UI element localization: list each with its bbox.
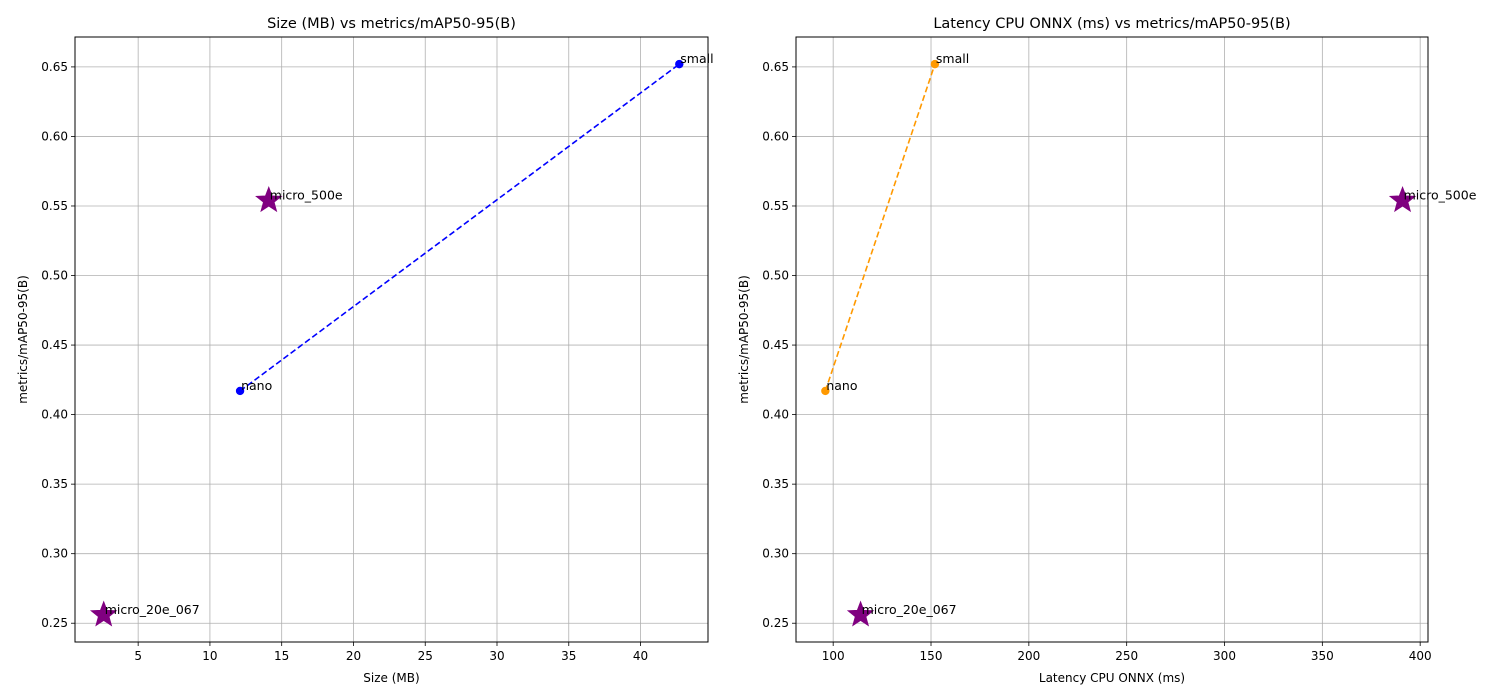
data-point-label: nano xyxy=(241,378,272,393)
y-tick-label: 0.55 xyxy=(41,199,68,213)
x-tick-label: 250 xyxy=(1115,649,1138,663)
y-tick-label: 0.65 xyxy=(41,60,68,74)
y-tick-label: 0.30 xyxy=(41,547,68,561)
x-tick-label: 400 xyxy=(1409,649,1432,663)
chart-2: 100 150 200 250 300 350 400 0.25 0.30 0.35 0.40 0.4… xyxy=(737,16,1477,685)
y-tick-label: 0.45 xyxy=(41,338,68,352)
y-tick-label: 0.30 xyxy=(762,547,789,561)
chart-1: 5 10 15 20 25 30 35 40 0.25 0.30 0.35 0.40 0.45 0.50 0… xyxy=(16,16,714,685)
y-axis-label: metrics/mAP50-95(B) xyxy=(737,275,751,404)
y-tick-label: 0.40 xyxy=(41,408,68,422)
x-tick-label: 5 xyxy=(134,649,142,663)
x-tick-label: 20 xyxy=(346,649,361,663)
x-tick-label: 30 xyxy=(489,649,504,663)
x-tick-label: 200 xyxy=(1017,649,1040,663)
plot-area xyxy=(75,37,708,642)
data-point-label: nano xyxy=(826,378,857,393)
x-tick-label: 350 xyxy=(1311,649,1334,663)
series-line xyxy=(824,63,936,392)
y-tick-label: 0.40 xyxy=(762,408,789,422)
y-tick-label: 0.35 xyxy=(41,477,68,491)
y-tick-label: 0.25 xyxy=(41,616,68,630)
series-line xyxy=(239,63,680,392)
data-point-label: small xyxy=(680,51,713,66)
star-marker xyxy=(846,600,875,627)
x-tick-label: 15 xyxy=(274,649,289,663)
star-point-label: micro_20e_067 xyxy=(862,602,957,617)
x-tick-label: 300 xyxy=(1213,649,1236,663)
data-point-label: small xyxy=(936,51,969,66)
plot-area xyxy=(796,37,1428,642)
star-marker xyxy=(255,186,283,213)
y-tick-label: 0.45 xyxy=(762,338,789,352)
star-marker xyxy=(1388,186,1417,213)
y-tick-label: 0.60 xyxy=(41,129,68,143)
chart-title: Latency CPU ONNX (ms) vs metrics/mAP50-9… xyxy=(933,16,1290,32)
data-point xyxy=(675,59,684,69)
y-tick-label: 0.65 xyxy=(762,60,789,74)
x-axis-label: Size (MB) xyxy=(363,671,419,685)
star-marker xyxy=(89,600,118,627)
y-tick-label: 0.50 xyxy=(762,269,789,283)
data-point xyxy=(930,59,940,69)
y-tick-label: 0.35 xyxy=(762,477,789,491)
y-tick-label: 0.25 xyxy=(762,616,789,630)
star-point-label: micro_20e_067 xyxy=(105,602,200,617)
y-tick-label: 0.50 xyxy=(41,269,68,283)
y-axis-label: metrics/mAP50-95(B) xyxy=(16,275,30,404)
x-tick-label: 25 xyxy=(418,649,433,663)
y-tick-label: 0.60 xyxy=(762,129,789,143)
data-point xyxy=(821,386,830,396)
star-point-label: micro_500e xyxy=(1404,187,1477,202)
star-point-label: micro_500e xyxy=(270,187,343,202)
x-tick-label: 10 xyxy=(202,649,217,663)
y-tick-label: 0.55 xyxy=(762,199,789,213)
x-tick-label: 150 xyxy=(920,649,943,663)
x-axis-label: Latency CPU ONNX (ms) xyxy=(1039,671,1185,685)
x-tick-label: 40 xyxy=(633,649,648,663)
x-tick-label: 35 xyxy=(561,649,576,663)
x-tick-label: 100 xyxy=(822,649,845,663)
axes-frame xyxy=(74,36,709,643)
axes-frame xyxy=(795,36,1429,643)
chart-title: Size (MB) vs metrics/mAP50-95(B) xyxy=(267,16,516,32)
data-point xyxy=(235,386,245,396)
